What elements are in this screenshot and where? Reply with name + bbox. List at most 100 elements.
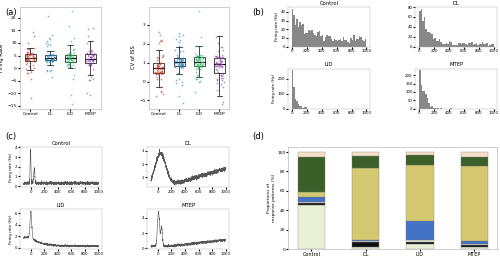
Point bbox=[44, 14, 52, 18]
Bar bbox=[452, 45, 454, 47]
Point bbox=[42, 49, 50, 53]
Point bbox=[214, 77, 222, 81]
Point bbox=[84, 54, 92, 58]
Point bbox=[178, 65, 186, 69]
Point bbox=[87, 75, 95, 79]
Bar bbox=[296, 101, 298, 108]
Bar bbox=[424, 17, 425, 47]
Point bbox=[23, 53, 31, 58]
Point bbox=[195, 63, 203, 68]
Point bbox=[178, 61, 186, 65]
Point bbox=[193, 62, 201, 66]
Point bbox=[180, 55, 188, 60]
Point bbox=[196, 59, 204, 63]
Bar bbox=[422, 21, 424, 47]
Point bbox=[62, 55, 70, 59]
Point bbox=[63, 59, 71, 63]
Bar bbox=[436, 41, 437, 47]
Bar bbox=[295, 99, 296, 108]
Point bbox=[47, 68, 55, 72]
Point bbox=[70, 66, 78, 70]
Point bbox=[194, 66, 202, 70]
Point bbox=[68, 58, 76, 62]
Point bbox=[196, 54, 203, 58]
Bar bbox=[302, 24, 304, 47]
Point bbox=[174, 61, 182, 65]
Point bbox=[179, 49, 187, 53]
Point bbox=[68, 52, 76, 57]
Bar bbox=[298, 192, 325, 197]
Point bbox=[178, 55, 186, 60]
Point bbox=[44, 55, 52, 59]
Point bbox=[22, 58, 30, 62]
Point bbox=[66, 60, 74, 64]
Point bbox=[172, 59, 179, 64]
Point bbox=[216, 59, 224, 63]
Point bbox=[172, 61, 180, 65]
Point bbox=[44, 58, 52, 62]
Point bbox=[47, 55, 55, 59]
Point bbox=[220, 55, 228, 59]
Point bbox=[154, 62, 162, 66]
Bar bbox=[362, 40, 364, 47]
Bar bbox=[425, 29, 426, 47]
Point bbox=[86, 57, 94, 61]
Point bbox=[66, 59, 74, 64]
Point bbox=[172, 37, 180, 41]
Bar bbox=[301, 107, 302, 108]
Point bbox=[214, 61, 222, 66]
Point bbox=[83, 41, 91, 46]
Point bbox=[30, 65, 38, 70]
Point bbox=[156, 38, 164, 42]
Point bbox=[176, 61, 184, 65]
Point bbox=[89, 76, 97, 81]
Point bbox=[24, 56, 32, 60]
Point bbox=[178, 83, 186, 87]
Bar bbox=[434, 38, 436, 47]
Point bbox=[218, 64, 226, 69]
Point bbox=[151, 66, 159, 70]
Point bbox=[154, 62, 162, 67]
Point bbox=[156, 33, 164, 37]
Point bbox=[85, 78, 93, 82]
Point bbox=[178, 63, 186, 67]
Point bbox=[86, 55, 94, 59]
Point bbox=[212, 60, 220, 65]
Bar bbox=[419, 70, 420, 108]
Point bbox=[65, 63, 73, 67]
Point bbox=[85, 62, 93, 66]
Point bbox=[198, 55, 205, 59]
Bar bbox=[298, 205, 325, 249]
Point bbox=[87, 39, 95, 43]
Bar bbox=[472, 42, 473, 47]
Point bbox=[198, 60, 205, 64]
Point bbox=[218, 78, 226, 82]
Point bbox=[158, 65, 166, 69]
Point bbox=[84, 34, 92, 38]
Point bbox=[170, 61, 178, 65]
Point bbox=[154, 64, 162, 69]
Point bbox=[158, 53, 166, 57]
Point bbox=[176, 62, 184, 67]
Title: Control: Control bbox=[52, 141, 70, 146]
Point bbox=[158, 69, 166, 74]
Point bbox=[88, 57, 96, 61]
Bar bbox=[320, 36, 322, 47]
Point bbox=[22, 52, 30, 57]
Point bbox=[45, 60, 53, 64]
Bar bbox=[304, 34, 305, 47]
Point bbox=[156, 62, 164, 66]
Point bbox=[154, 64, 162, 69]
Point bbox=[69, 55, 77, 59]
Bar bbox=[298, 104, 300, 108]
Point bbox=[86, 63, 94, 67]
Point bbox=[193, 59, 201, 63]
Point bbox=[212, 62, 220, 67]
Point bbox=[218, 55, 226, 59]
Point bbox=[68, 9, 76, 13]
Point bbox=[46, 43, 54, 47]
Bar bbox=[458, 43, 460, 47]
Point bbox=[48, 58, 56, 62]
Bar bbox=[455, 45, 456, 47]
Bar bbox=[352, 152, 379, 156]
